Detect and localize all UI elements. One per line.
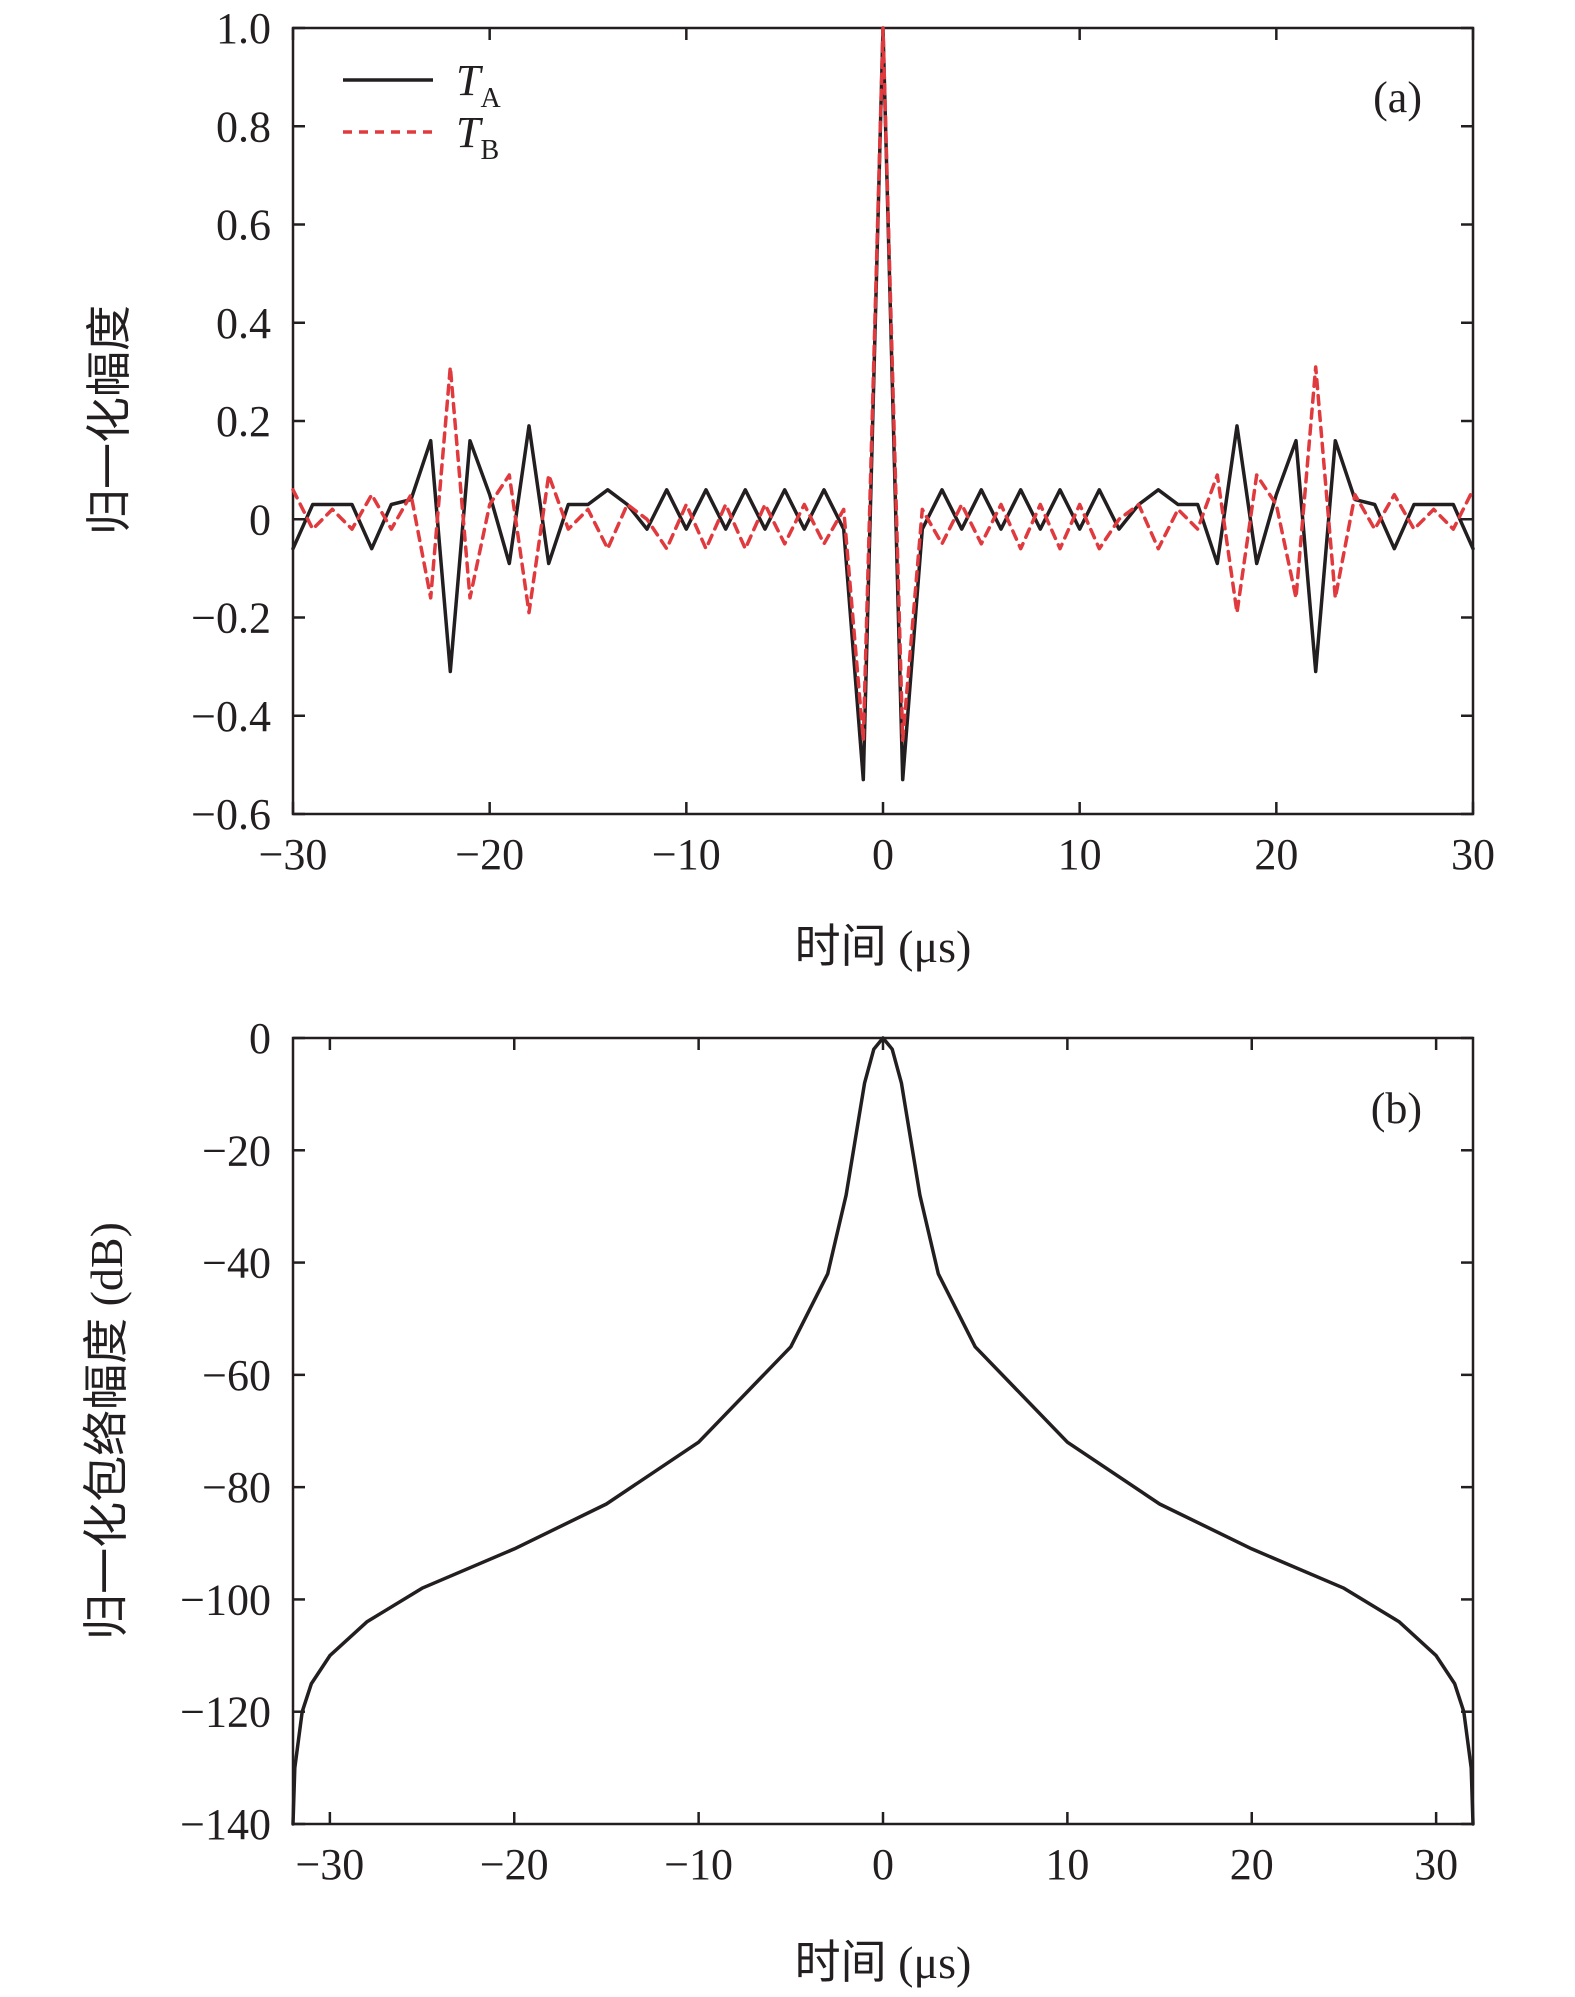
y-tick-label: 0.2 — [216, 397, 271, 446]
x-tick-label: 30 — [1451, 830, 1495, 879]
y-axis-title-b: 归一化包络幅度 (dB) — [81, 1222, 132, 1640]
y-tick-label: 0 — [249, 495, 271, 544]
x-tick-label: −20 — [455, 830, 524, 879]
x-tick-label: 10 — [1045, 1840, 1089, 1889]
x-tick-label: −20 — [480, 1840, 549, 1889]
legend-label-tb: TB — [456, 108, 499, 166]
x-tick-label: 20 — [1230, 1840, 1274, 1889]
axis-ticks-b — [293, 1036, 1473, 1826]
tick-labels-a: −30 −20 −10 0 10 20 30 1.0 0.8 0.6 0.4 0.2 0 −0.2 −0.4… — [191, 4, 1495, 879]
y-tick-label: −60 — [202, 1351, 271, 1400]
x-tick-label: 0 — [872, 1840, 894, 1889]
y-tick-label: −0.6 — [191, 790, 271, 839]
x-tick-label: −10 — [652, 830, 721, 879]
panel-label-a: (a) — [1373, 73, 1422, 122]
x-tick-label: 10 — [1058, 830, 1102, 879]
legend-subscript-tb: B — [480, 135, 499, 166]
y-tick-label: −80 — [202, 1463, 271, 1512]
y-tick-label: 0.8 — [216, 102, 271, 151]
y-tick-label: −100 — [180, 1575, 271, 1624]
legend: TA TB — [343, 56, 501, 166]
y-tick-label: −120 — [180, 1688, 271, 1737]
y-tick-label: −0.2 — [191, 594, 271, 643]
x-tick-label: 30 — [1414, 1840, 1458, 1889]
x-tick-label: −30 — [295, 1840, 364, 1889]
y-tick-label: −0.4 — [191, 692, 271, 741]
series-group-a — [291, 26, 1475, 782]
legend-subscript-ta: A — [480, 83, 501, 114]
y-tick-label: −140 — [180, 1800, 271, 1849]
legend-name-tb: T — [456, 108, 484, 157]
x-tick-label: 0 — [872, 830, 894, 879]
series-line-tb — [291, 26, 1475, 743]
panel-label-b: (b) — [1371, 1084, 1422, 1133]
x-tick-label: −30 — [259, 830, 328, 879]
x-tick-label: −10 — [664, 1840, 733, 1889]
y-tick-label: 0 — [249, 1014, 271, 1063]
y-tick-label: −20 — [202, 1126, 271, 1175]
axis-ticks-a — [291, 26, 1475, 816]
series-line-b-0 — [291, 1036, 1475, 1826]
legend-name-ta: T — [456, 56, 484, 105]
y-tick-label: 1.0 — [216, 4, 271, 53]
chart-panel-b: −30 −20 −10 0 10 20 300−20−40−60−80−100−120−14… — [81, 1014, 1475, 1988]
x-axis-title-b: 时间 (μs) — [795, 1937, 972, 1988]
x-axis-title-a: 时间 (μs) — [795, 921, 972, 972]
legend-label-ta: TA — [456, 56, 501, 114]
y-tick-label: 0.4 — [216, 299, 271, 348]
chart-panel-a: −30 −20 −10 0 10 20 30 1.0 0.8 0.6 0.4 0.2 0 −0.2 −0.4… — [84, 4, 1495, 972]
x-tick-label: 20 — [1254, 830, 1298, 879]
series-group-b — [291, 1036, 1475, 1826]
y-tick-label: −40 — [202, 1239, 271, 1288]
y-tick-label: 0.6 — [216, 201, 271, 250]
tick-labels-b: −30 −20 −10 0 10 20 300−20−40−60−80−100−120−14… — [180, 1014, 1458, 1889]
plot-frame-b — [291, 1036, 1475, 1826]
y-axis-title-a: 归一化幅度 — [84, 305, 135, 535]
